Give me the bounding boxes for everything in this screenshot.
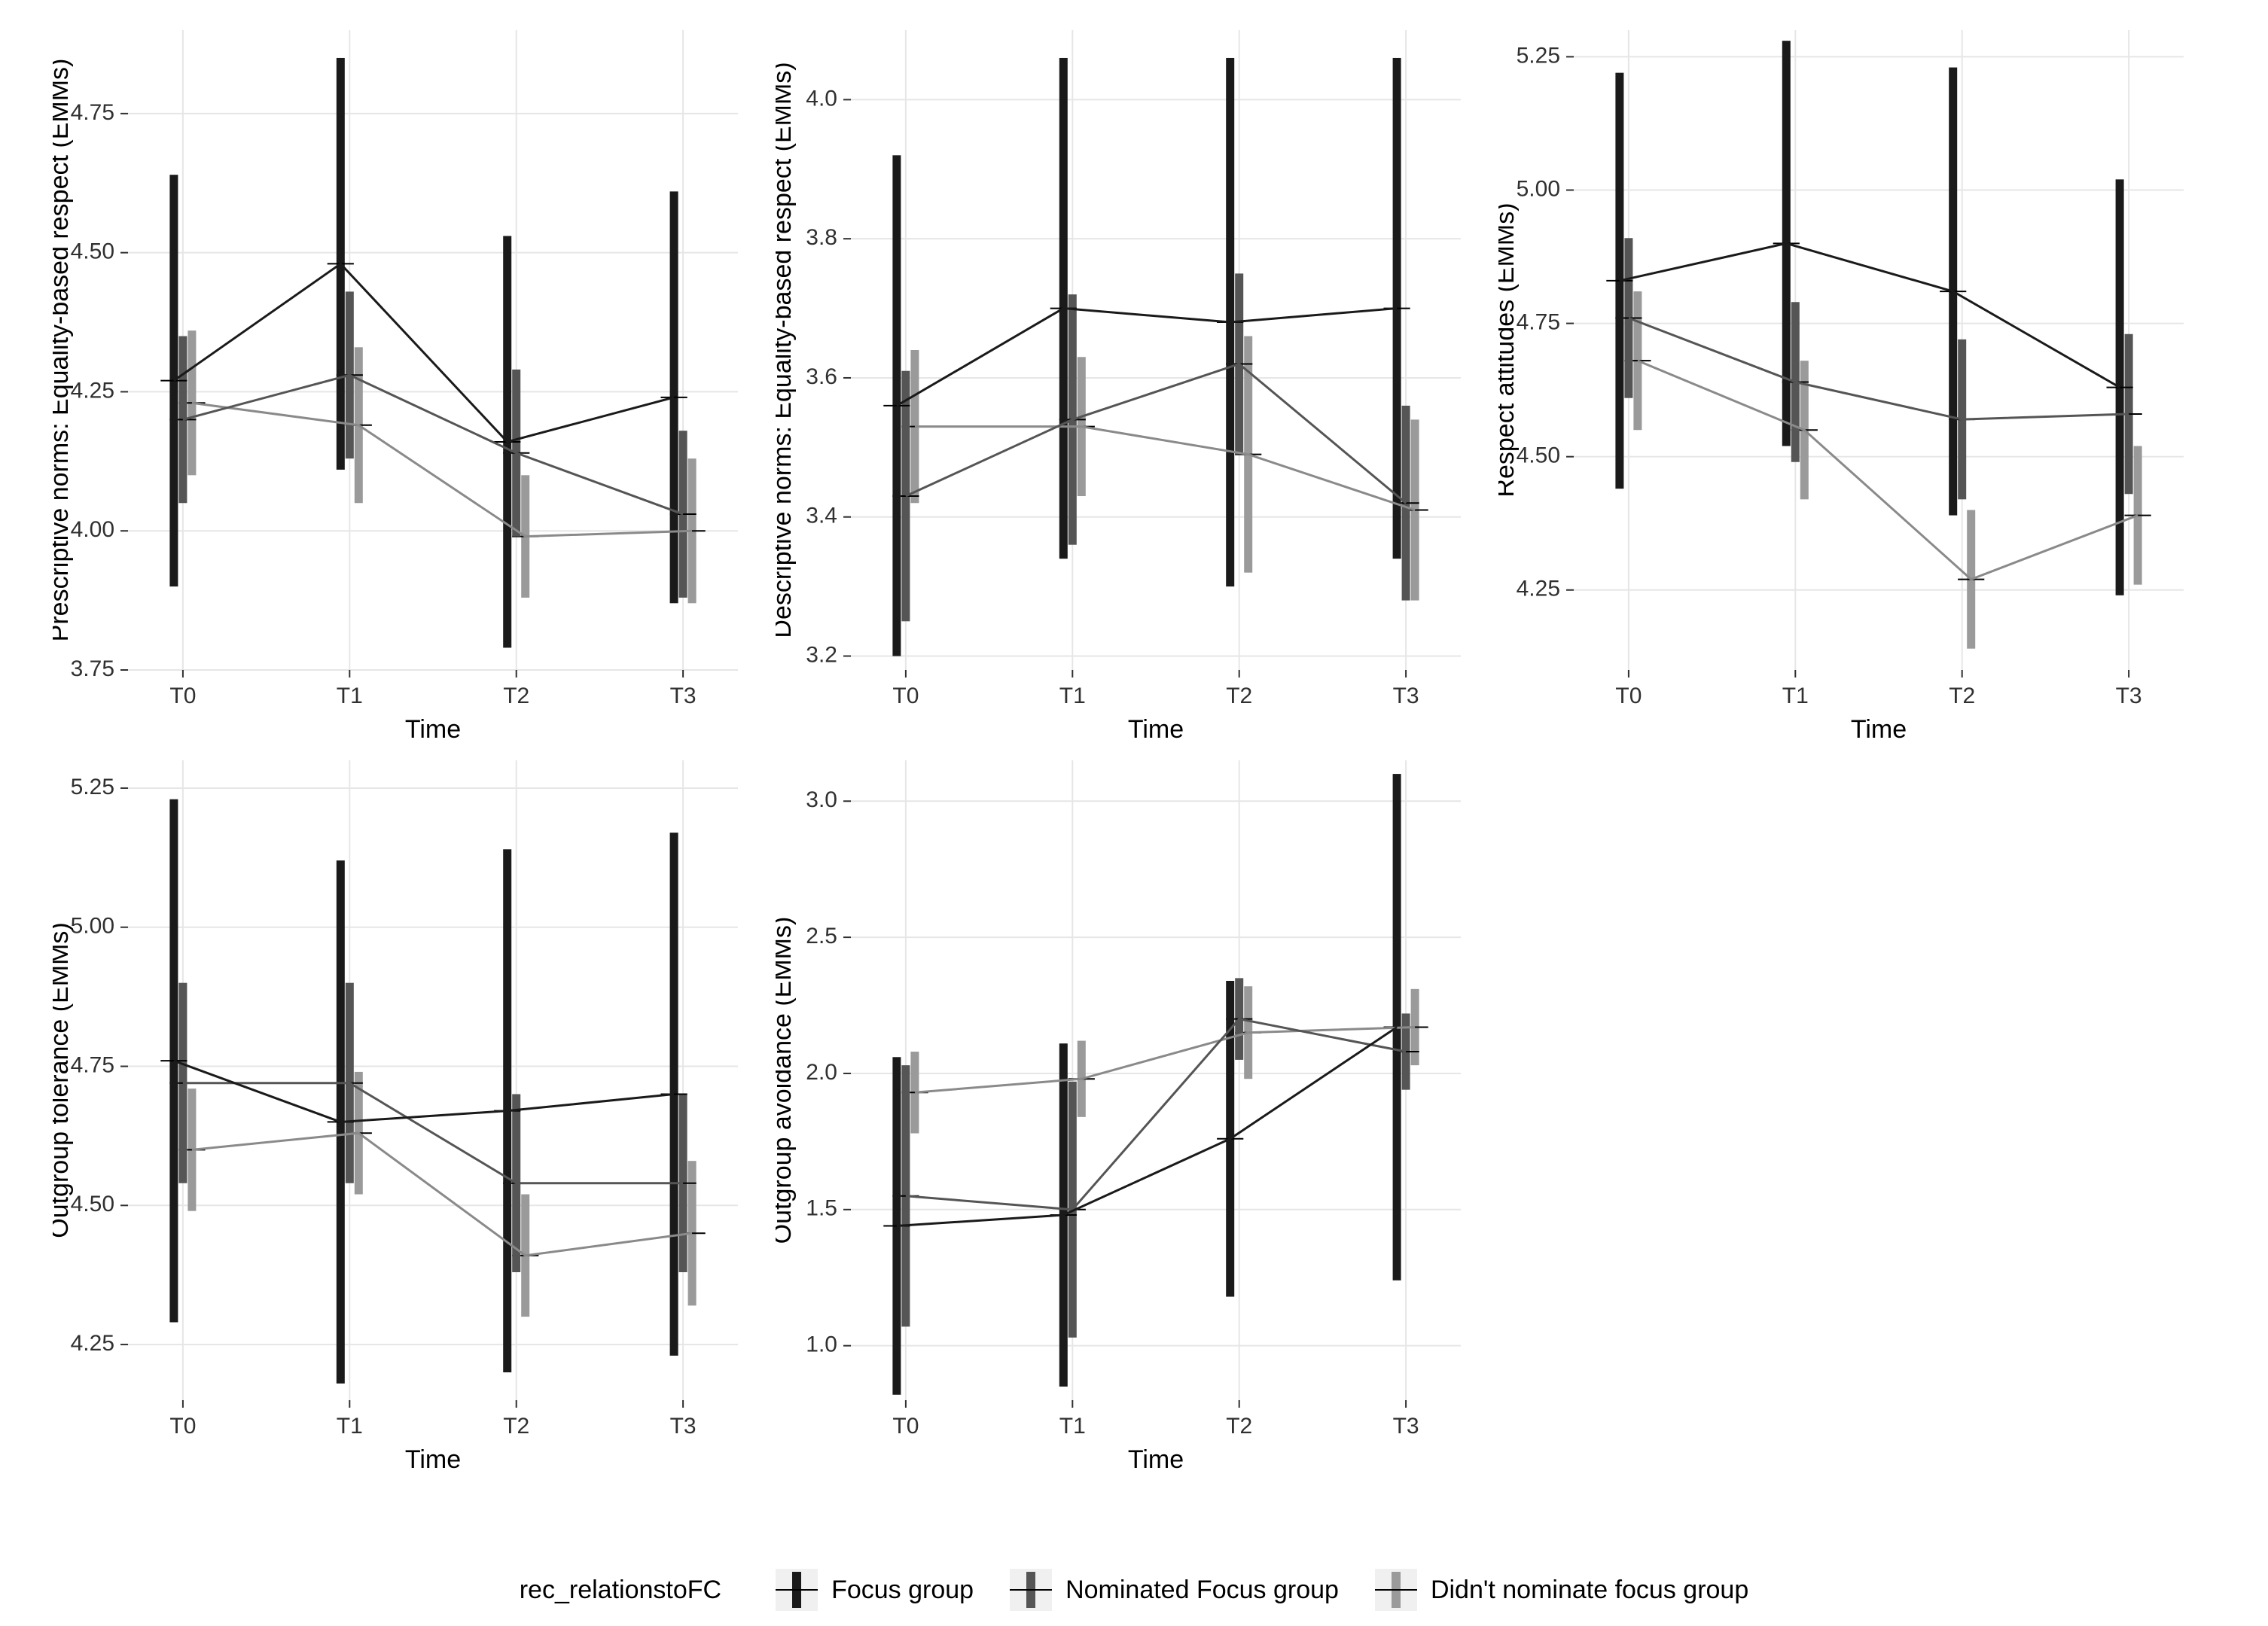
y-tick-label: 3.2 [806, 642, 837, 667]
x-tick-label: T1 [337, 1414, 363, 1439]
y-tick-label: 4.75 [1517, 310, 1560, 335]
y-tick-label: 3.75 [71, 656, 114, 681]
x-tick-label: T3 [670, 1414, 697, 1439]
legend-item: Nominated Focus group [1010, 1569, 1339, 1611]
x-tick-label: T3 [2116, 684, 2142, 708]
y-tick-label: 2.5 [806, 924, 837, 948]
y-tick-label: 4.50 [71, 1192, 114, 1216]
y-tick-label: 3.6 [806, 364, 837, 389]
y-tick-label: 4.25 [1517, 577, 1560, 601]
y-tick-label: 4.75 [71, 1052, 114, 1077]
x-tick-label: T2 [503, 684, 529, 708]
y-axis-label: Descriptive norms: Equality-based respec… [776, 62, 797, 638]
x-tick-label: T2 [1226, 1414, 1252, 1439]
legend-swatch [776, 1569, 818, 1611]
x-tick-label: T2 [1226, 684, 1252, 708]
legend: rec_relationstoFC Focus group Nominated F… [0, 1569, 2268, 1611]
x-tick-label: T1 [1782, 684, 1809, 708]
x-tick-label: T3 [1393, 684, 1419, 708]
y-tick-label: 5.00 [71, 914, 114, 939]
panel-outgroup-avoidance: 1.0 1.5 2.0 2.5 3.0 T0 T1 T2 T3 Time Outgroup avoi… [776, 753, 1476, 1483]
y-tick-label: 3.8 [806, 225, 837, 250]
y-tick-label: 4.50 [1517, 443, 1560, 468]
y-tick-label: 5.25 [71, 775, 114, 799]
legend-label: Didn't nominate focus group [1431, 1576, 1748, 1605]
x-tick-label: T3 [1393, 1414, 1419, 1439]
y-tick-label: 4.00 [71, 517, 114, 542]
legend-item: Focus group [776, 1569, 974, 1611]
legend-label: Nominated Focus group [1065, 1576, 1339, 1605]
y-axis-label: Respect attitudes (EMMs) [1498, 202, 1520, 497]
panel-outgroup-tolerance: 4.25 4.50 4.75 5.00 5.25 T0 T1 T2 T3 Time Outgroup… [53, 753, 753, 1483]
y-tick-label: 1.0 [806, 1332, 837, 1357]
figure-root: rec_relationstoFC Focus group Nominated F… [0, 0, 2268, 1626]
x-tick-label: T3 [670, 684, 697, 708]
y-tick-label: 4.50 [71, 239, 114, 264]
x-axis-label: Time [405, 1445, 461, 1474]
y-axis-label: Prescriptive norms: Equality-based respe… [53, 59, 74, 642]
y-tick-label: 5.00 [1517, 176, 1560, 201]
y-axis-label: Outgroup avoidance (EMMs) [776, 917, 797, 1244]
legend-title: rec_relationstoFC [520, 1576, 721, 1605]
x-tick-label: T0 [169, 684, 196, 708]
y-tick-label: 2.0 [806, 1060, 837, 1085]
x-tick-label: T1 [1059, 684, 1086, 708]
x-axis-label: Time [1851, 715, 1907, 744]
panel-prescriptive-norms: 3.75 4.00 4.25 4.50 4.75 T0 T1 T2 T3 Time Prescrip… [53, 23, 753, 753]
y-tick-label: 4.0 [806, 86, 837, 111]
legend-item: Didn't nominate focus group [1375, 1569, 1748, 1611]
x-tick-label: T2 [503, 1414, 529, 1439]
x-tick-label: T0 [892, 684, 919, 708]
x-axis-label: Time [1128, 715, 1184, 744]
y-tick-label: 4.25 [71, 1331, 114, 1356]
panel-respect-attitudes: 4.25 4.50 4.75 5.00 5.25 T0 T1 T2 T3 Time Respect … [1498, 23, 2199, 753]
x-tick-label: T0 [169, 1414, 196, 1439]
y-tick-label: 1.5 [806, 1196, 837, 1221]
y-tick-label: 5.25 [1517, 43, 1560, 68]
x-tick-label: T1 [1059, 1414, 1086, 1439]
x-tick-label: T0 [1615, 684, 1642, 708]
x-tick-label: T0 [892, 1414, 919, 1439]
y-tick-label: 4.25 [71, 378, 114, 403]
x-tick-label: T1 [337, 684, 363, 708]
panel-descriptive-norms: 3.2 3.4 3.6 3.8 4.0 T0 T1 T2 T3 Time Descriptive n… [776, 23, 1476, 753]
y-tick-label: 4.75 [71, 100, 114, 125]
legend-swatch [1375, 1569, 1417, 1611]
y-tick-label: 3.4 [806, 504, 837, 528]
legend-swatch [1010, 1569, 1052, 1611]
y-tick-label: 3.0 [806, 787, 837, 812]
y-axis-label: Outgroup tolerance (EMMs) [53, 922, 74, 1238]
legend-label: Focus group [831, 1576, 974, 1605]
x-tick-label: T2 [1949, 684, 1975, 708]
x-axis-label: Time [1128, 1445, 1184, 1474]
x-axis-label: Time [405, 715, 461, 744]
